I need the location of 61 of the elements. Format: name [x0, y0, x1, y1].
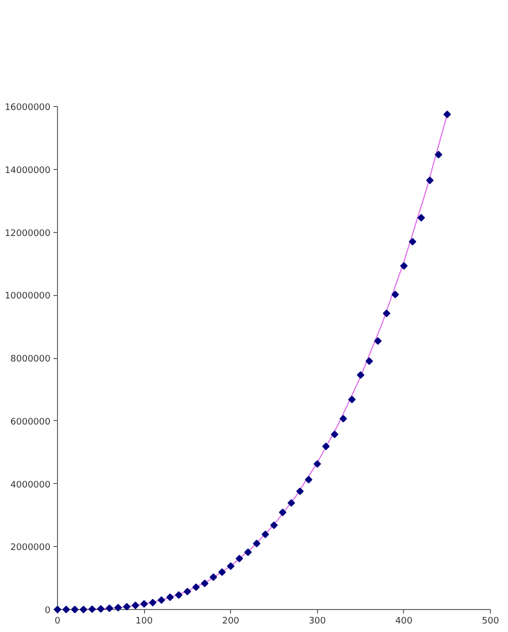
point [106, 604, 114, 612]
point [278, 508, 286, 516]
point [174, 591, 182, 599]
point [296, 488, 304, 496]
x-tick-label: 100 [136, 616, 153, 626]
point [123, 602, 131, 610]
x-tick-label: 300 [308, 616, 326, 626]
point [132, 602, 140, 610]
point [270, 521, 278, 529]
point [184, 588, 192, 596]
x-tick-label: 500 [482, 616, 500, 626]
x-tick-label: 0 [54, 616, 61, 626]
point [262, 530, 270, 538]
point [400, 262, 408, 270]
y-tick-label: 12000000 [4, 228, 51, 239]
point [88, 605, 96, 613]
point [71, 606, 79, 614]
point [114, 604, 122, 612]
x-tick-label: 400 [395, 616, 413, 626]
point [304, 476, 312, 484]
point [348, 396, 356, 404]
y-tick-label: 2000000 [10, 543, 51, 554]
point [426, 176, 434, 184]
y-tick-label: 4000000 [10, 480, 51, 490]
y-tick-label: 8000000 [10, 354, 51, 364]
point [244, 548, 252, 556]
point [330, 430, 338, 438]
point [80, 606, 88, 614]
x-tick-label: 200 [222, 616, 240, 626]
point [434, 150, 442, 158]
point [366, 357, 374, 365]
y-tick-label: 0 [44, 606, 51, 616]
point [140, 600, 148, 608]
point [382, 310, 390, 318]
point [192, 583, 200, 591]
y-tick-label: 16000000 [4, 103, 51, 113]
point [374, 337, 382, 345]
point [356, 371, 364, 379]
point [62, 606, 70, 614]
y-tick-label: 6000000 [10, 417, 51, 428]
point [166, 593, 174, 601]
point [408, 238, 416, 246]
point [54, 606, 62, 614]
point [97, 605, 105, 613]
point [218, 568, 226, 576]
point [417, 214, 425, 222]
y-tick-label: 14000000 [4, 166, 51, 176]
point [200, 580, 208, 588]
point [391, 290, 399, 298]
point [252, 540, 260, 548]
point [236, 554, 244, 562]
point [210, 573, 218, 581]
point [314, 460, 322, 468]
point [443, 110, 451, 118]
point [288, 499, 296, 507]
point [158, 596, 166, 604]
point [322, 442, 330, 450]
point [149, 598, 157, 606]
y-tick-label: 10000000 [4, 292, 51, 302]
point [340, 414, 348, 422]
point [226, 562, 234, 570]
